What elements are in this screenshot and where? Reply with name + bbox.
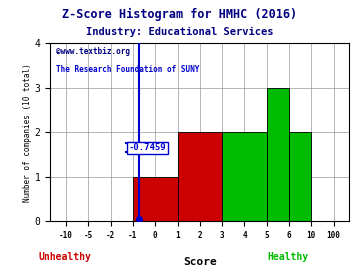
Bar bbox=[222, 132, 267, 221]
Text: Industry: Educational Services: Industry: Educational Services bbox=[86, 27, 274, 37]
Text: The Research Foundation of SUNY: The Research Foundation of SUNY bbox=[57, 65, 200, 74]
Text: -0.7459: -0.7459 bbox=[129, 143, 166, 152]
Bar bbox=[133, 177, 177, 221]
Bar bbox=[289, 132, 311, 221]
X-axis label: Score: Score bbox=[183, 257, 217, 267]
Text: Unhealthy: Unhealthy bbox=[39, 252, 91, 262]
Text: ©www.textbiz.org: ©www.textbiz.org bbox=[57, 47, 130, 56]
Bar bbox=[267, 88, 289, 221]
Text: Z-Score Histogram for HMHC (2016): Z-Score Histogram for HMHC (2016) bbox=[62, 8, 298, 21]
Text: Healthy: Healthy bbox=[267, 252, 309, 262]
Bar bbox=[177, 132, 222, 221]
Y-axis label: Number of companies (10 total): Number of companies (10 total) bbox=[23, 63, 32, 202]
